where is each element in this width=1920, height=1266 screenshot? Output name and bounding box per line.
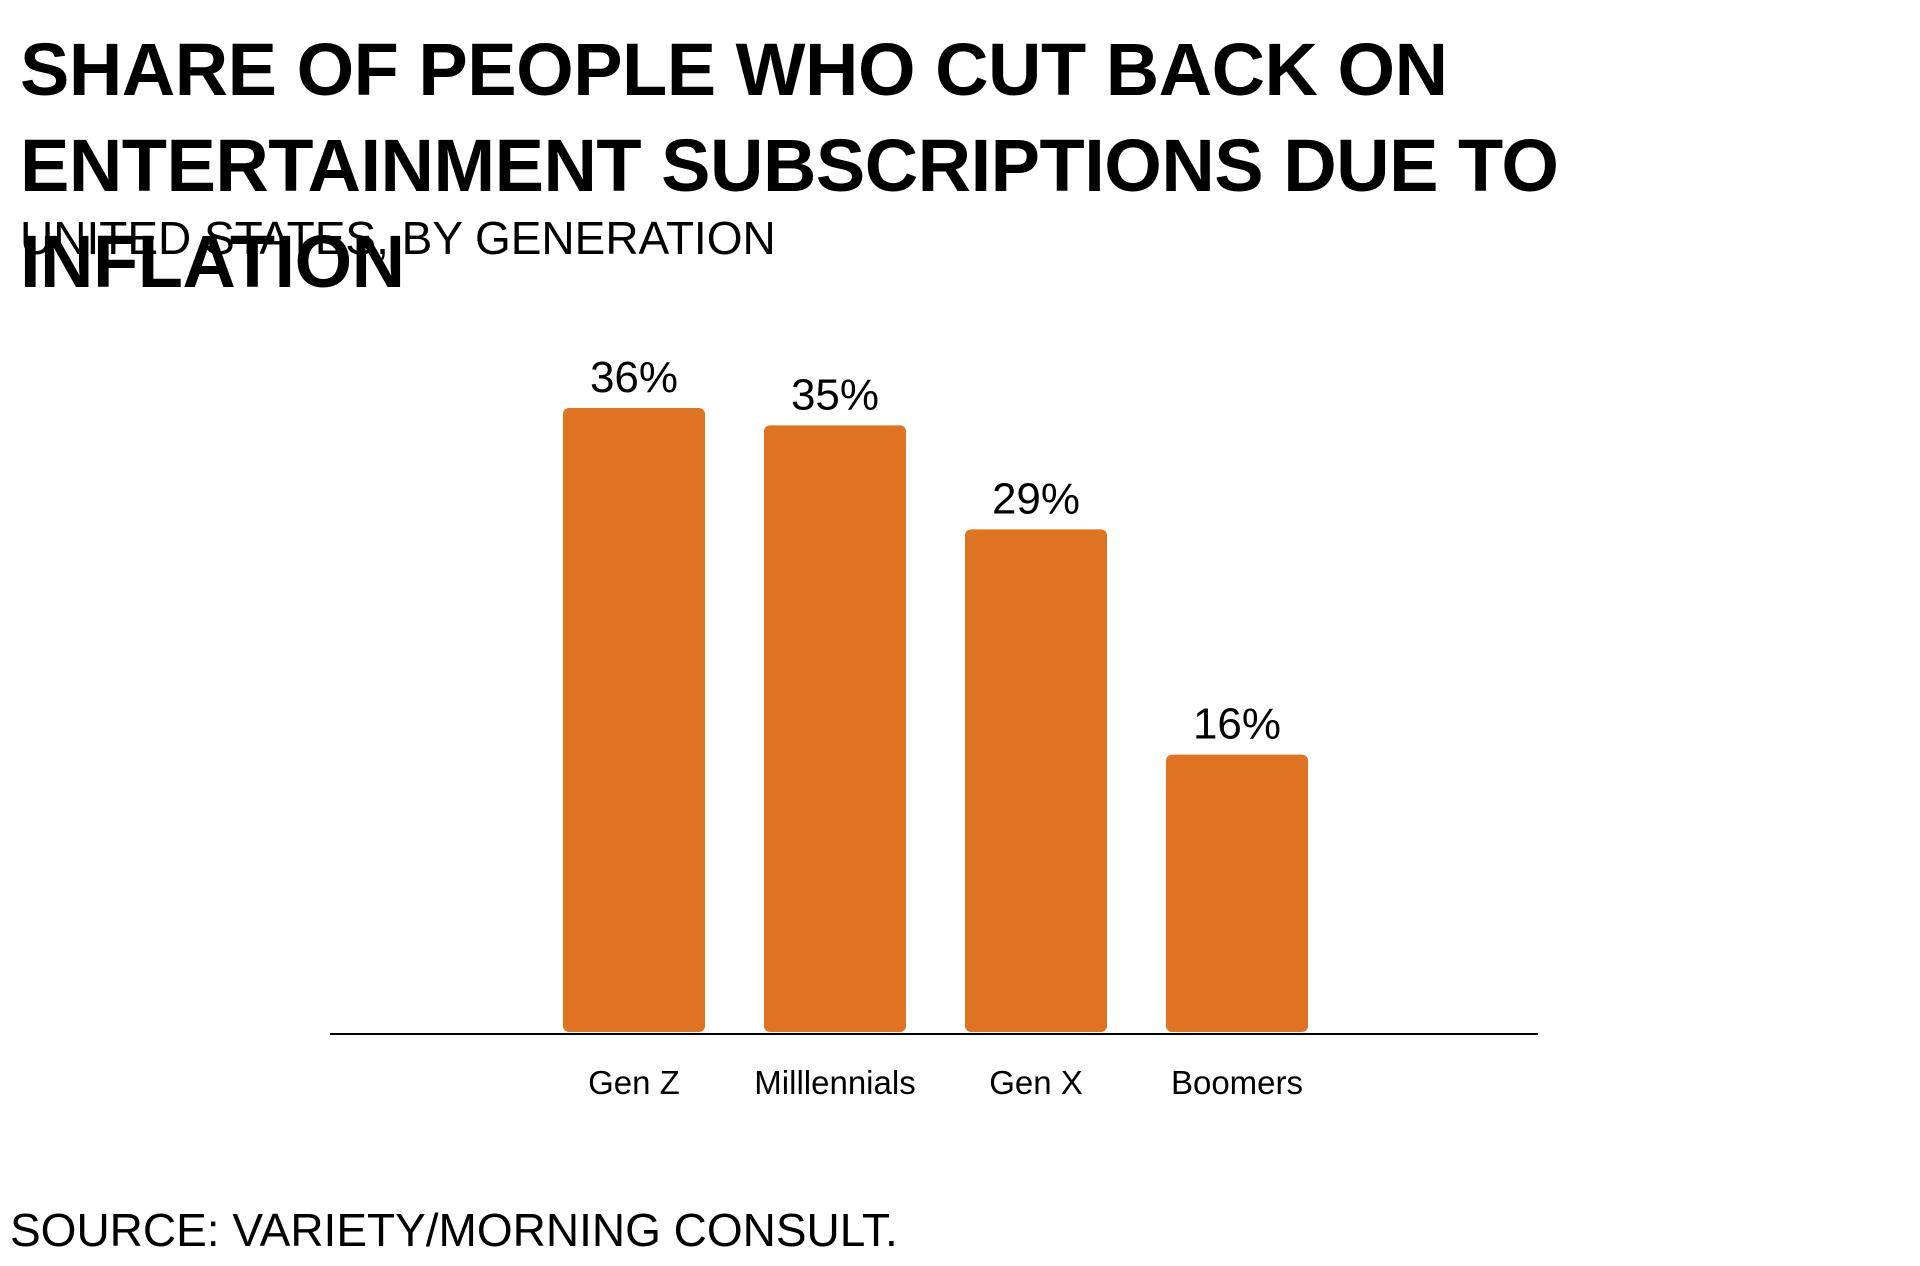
bar-gen-x bbox=[965, 529, 1107, 1032]
data-label: 29% bbox=[992, 474, 1080, 523]
bars-layer: 36% Gen Z 35% Milllennials 29% Gen X 16% Boomer… bbox=[563, 353, 1308, 1101]
category-tick-label: Gen X bbox=[989, 1064, 1083, 1101]
chart-title: SHARE OF PEOPLE WHO CUT BACK ON ENTERTAI… bbox=[20, 28, 1559, 303]
category-tick-label: Milllennials bbox=[754, 1064, 915, 1101]
bar-boomers bbox=[1166, 754, 1308, 1032]
category-tick-label: Gen Z bbox=[588, 1064, 680, 1101]
chart-subtitle: UNITED STATES, BY GENERATION bbox=[20, 212, 776, 264]
data-label: 35% bbox=[791, 370, 879, 419]
category-tick-label: Boomers bbox=[1171, 1064, 1303, 1101]
bar-milllennials bbox=[764, 425, 906, 1032]
source-note: SOURCE: VARIETY/MORNING CONSULT. bbox=[10, 1204, 898, 1256]
data-label: 36% bbox=[590, 353, 678, 402]
data-label: 16% bbox=[1193, 700, 1281, 749]
bar-gen-z bbox=[563, 408, 705, 1032]
